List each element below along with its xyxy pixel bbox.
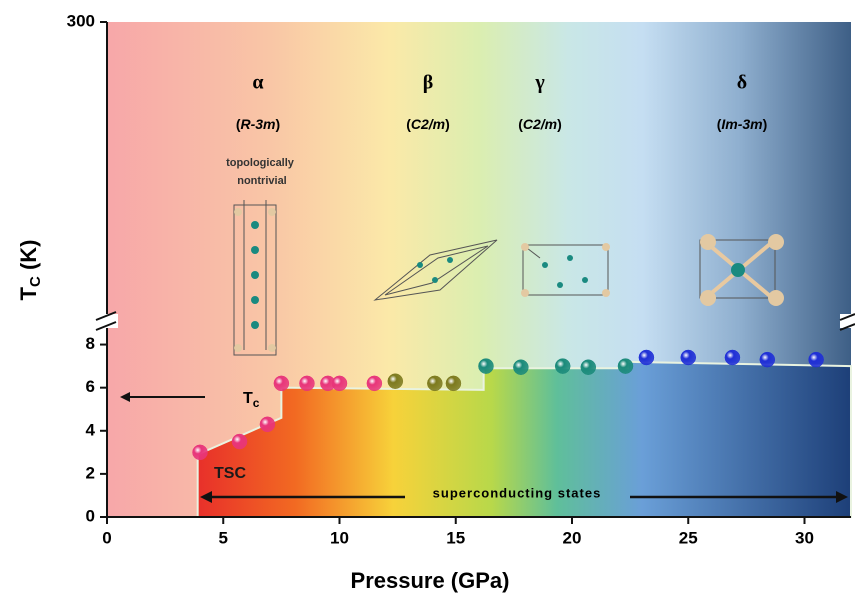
annotation: superconducting states — [433, 485, 602, 500]
x-tick-label: 0 — [102, 528, 111, 547]
crystal-alpha — [233, 204, 277, 356]
point — [273, 375, 290, 392]
crystal-delta — [699, 239, 776, 299]
space-group: Im-3m — [721, 116, 762, 132]
x-axis-label: Pressure (GPa) — [351, 568, 510, 593]
arrow-head — [200, 491, 212, 503]
axes — [95, 22, 855, 518]
y-tick-label: 0 — [86, 506, 95, 525]
x-tick-label: 25 — [679, 528, 698, 547]
annotation: nontrivial — [237, 175, 287, 187]
point — [387, 373, 404, 389]
y-tick-label: 300 — [67, 11, 95, 30]
point — [445, 375, 462, 392]
crystal-gamma — [522, 244, 609, 296]
x-tick-label: 5 — [219, 528, 228, 547]
y-axis-label: TC (K) — [16, 240, 44, 301]
point — [331, 375, 348, 392]
phase-symbol: β — [423, 72, 434, 94]
point — [513, 359, 529, 375]
tc-sub: c — [253, 396, 260, 410]
point — [427, 375, 443, 392]
y-tick-label: 2 — [86, 463, 95, 482]
phase-group: (R-3m) — [236, 116, 280, 132]
x-tick-label: 30 — [795, 528, 814, 547]
point — [299, 375, 315, 392]
point — [617, 358, 634, 374]
annotation: Tc — [243, 390, 260, 410]
arrow-head — [120, 392, 130, 402]
y-label-unit: (K) — [16, 240, 41, 277]
crystal-beta — [373, 239, 498, 301]
space-group: C2/m — [411, 116, 445, 132]
axis-break — [95, 311, 855, 331]
space-group: R-3m — [240, 116, 275, 132]
x-tick-label: 20 — [563, 528, 582, 547]
y-label-main: T — [16, 286, 41, 300]
point — [808, 351, 824, 368]
x-tick-label: 10 — [330, 528, 349, 547]
y-tick-label: 6 — [86, 377, 95, 396]
point — [554, 358, 571, 374]
point — [259, 416, 276, 433]
point — [192, 444, 208, 461]
phase-group: (C2/m) — [406, 116, 450, 132]
arrow-head — [836, 491, 848, 503]
phase-symbol: δ — [737, 72, 747, 94]
point — [680, 349, 696, 366]
point — [366, 375, 383, 392]
y-tick-label: 8 — [86, 334, 95, 353]
y-tick-label: 4 — [86, 420, 96, 439]
point — [638, 349, 655, 366]
phase-symbol: γ — [534, 72, 545, 94]
point — [759, 351, 776, 368]
phase-group: (Im-3m) — [717, 116, 768, 132]
tc-main: T — [243, 390, 253, 407]
annotation: TSC — [214, 465, 246, 482]
space-group: C2/m — [523, 116, 557, 132]
point — [231, 433, 248, 450]
phase-group: (C2/m) — [518, 116, 562, 132]
x-tick-label: 15 — [446, 528, 465, 547]
phase-symbol: α — [252, 72, 263, 94]
point — [580, 359, 597, 375]
point — [478, 358, 494, 374]
y-label-sub: C — [27, 276, 44, 287]
annotation: topologically — [226, 157, 295, 169]
crystal-structures — [233, 200, 784, 356]
point — [724, 349, 741, 366]
